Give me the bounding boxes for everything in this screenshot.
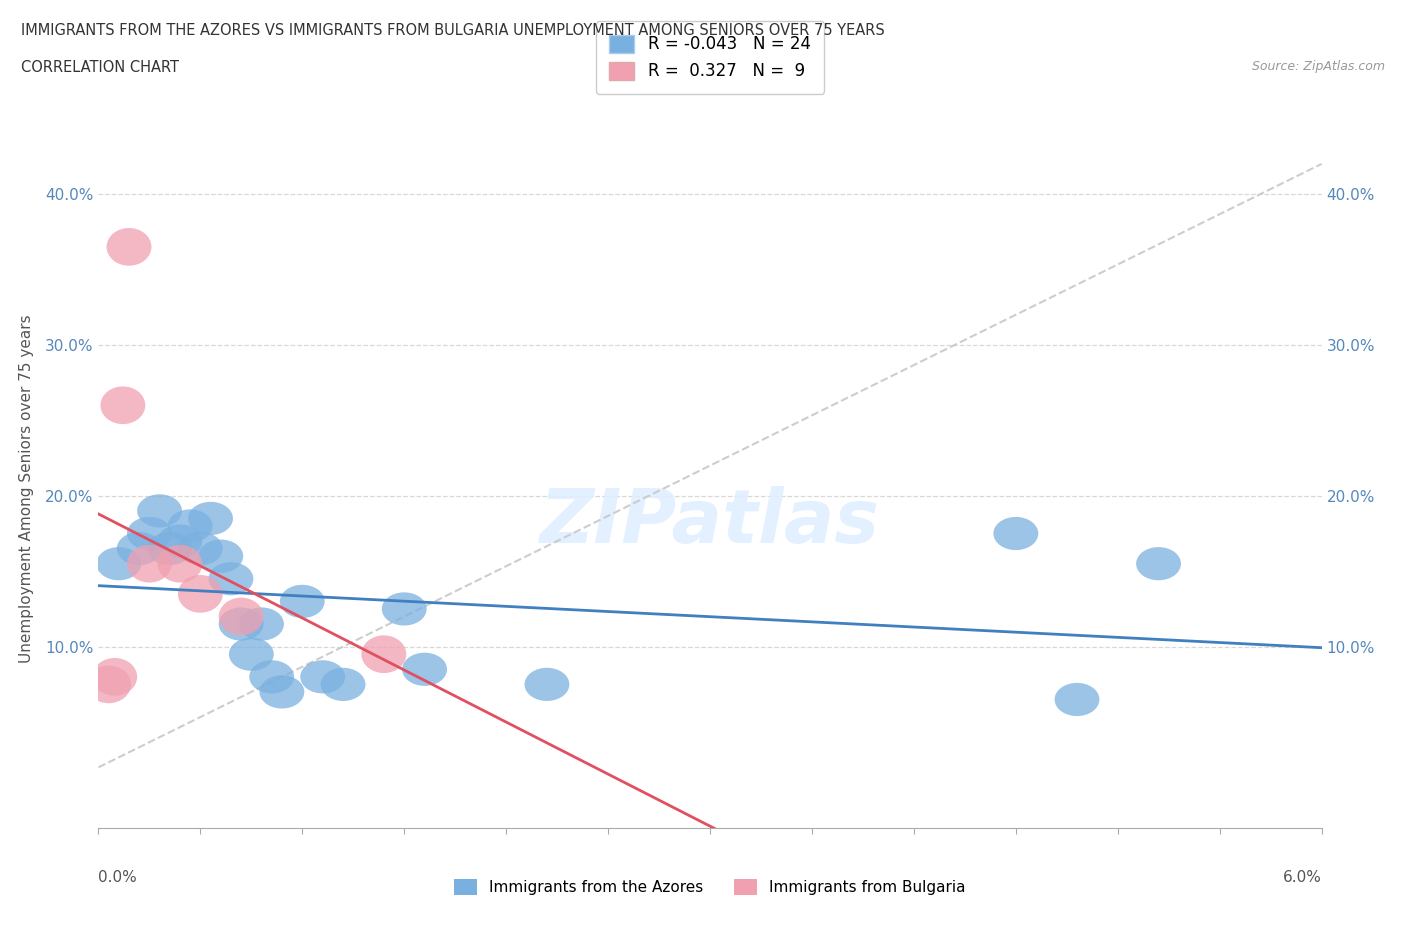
Ellipse shape [382,592,426,626]
Ellipse shape [179,575,222,613]
Text: Source: ZipAtlas.com: Source: ZipAtlas.com [1251,60,1385,73]
Text: 0.0%: 0.0% [98,870,138,884]
Ellipse shape [301,660,344,694]
Ellipse shape [117,532,162,565]
Ellipse shape [249,660,294,694]
Ellipse shape [93,658,138,696]
Ellipse shape [1054,683,1099,716]
Ellipse shape [198,539,243,573]
Ellipse shape [1136,547,1181,580]
Ellipse shape [107,228,152,266]
Ellipse shape [188,502,233,535]
Ellipse shape [219,607,263,641]
Ellipse shape [239,607,284,641]
Ellipse shape [100,387,145,424]
Ellipse shape [524,668,569,701]
Ellipse shape [167,510,212,542]
Text: ZIPatlas: ZIPatlas [540,485,880,559]
Ellipse shape [127,517,172,551]
Ellipse shape [361,635,406,673]
Ellipse shape [321,668,366,701]
Legend: Immigrants from the Azores, Immigrants from Bulgaria: Immigrants from the Azores, Immigrants f… [449,873,972,901]
Text: CORRELATION CHART: CORRELATION CHART [21,60,179,75]
Ellipse shape [219,598,263,635]
Ellipse shape [127,545,172,582]
Ellipse shape [157,545,202,582]
Ellipse shape [157,525,202,558]
Ellipse shape [148,532,193,565]
Ellipse shape [280,585,325,618]
Ellipse shape [260,675,304,709]
Ellipse shape [179,532,222,565]
Text: IMMIGRANTS FROM THE AZORES VS IMMIGRANTS FROM BULGARIA UNEMPLOYMENT AMONG SENIOR: IMMIGRANTS FROM THE AZORES VS IMMIGRANTS… [21,23,884,38]
Ellipse shape [86,666,131,703]
Text: 6.0%: 6.0% [1282,870,1322,884]
Ellipse shape [208,562,253,595]
Ellipse shape [229,638,274,671]
Ellipse shape [138,494,181,527]
Y-axis label: Unemployment Among Seniors over 75 years: Unemployment Among Seniors over 75 years [18,314,34,662]
Ellipse shape [994,517,1038,551]
Ellipse shape [97,547,141,580]
Ellipse shape [402,653,447,686]
